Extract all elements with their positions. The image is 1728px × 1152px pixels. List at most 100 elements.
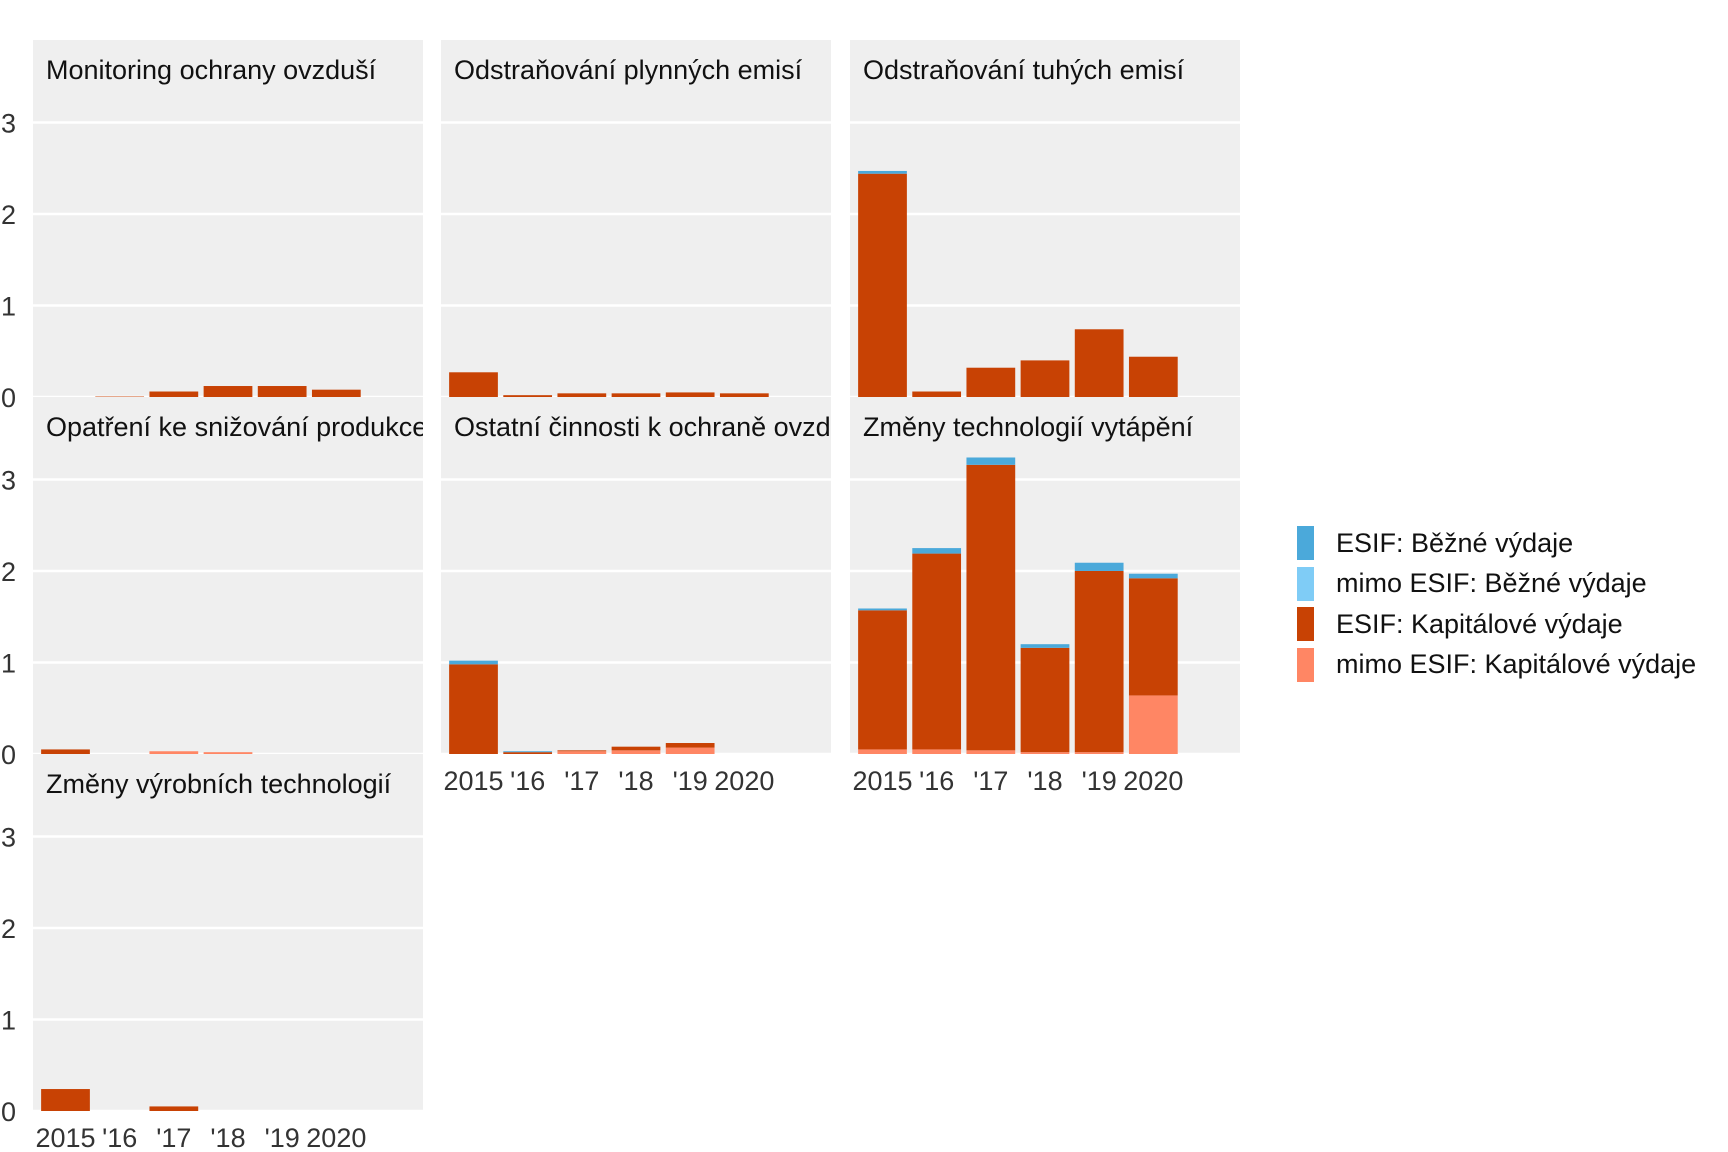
bar-segment bbox=[1074, 570, 1124, 753]
panel-odstranovani-plynnych-emisi: Odstraňování plynných emisí bbox=[441, 40, 831, 399]
bar-segment bbox=[912, 749, 962, 754]
y-tick-label: 2 bbox=[1, 914, 16, 944]
bar-segment bbox=[203, 752, 253, 754]
bar-segment bbox=[503, 751, 553, 753]
bar-segment bbox=[1128, 578, 1178, 696]
panel-background bbox=[33, 95, 423, 397]
x-tick-label: '18 bbox=[618, 766, 653, 796]
x-tick-label: '16 bbox=[919, 766, 954, 796]
bar-segment bbox=[858, 173, 907, 397]
bar-segment bbox=[203, 386, 253, 397]
bar-segment bbox=[1074, 752, 1124, 754]
bar-segment bbox=[503, 395, 553, 397]
x-tick-label: '18 bbox=[210, 1123, 245, 1152]
y-tick-label: 2 bbox=[1, 557, 16, 587]
panel-strip bbox=[441, 40, 831, 95]
panel-strip bbox=[33, 397, 423, 452]
x-tick-label: '17 bbox=[973, 766, 1008, 796]
bar-segment bbox=[611, 750, 661, 754]
bar-segment bbox=[149, 1106, 199, 1111]
bar-segment bbox=[449, 664, 498, 754]
bar-segment bbox=[449, 660, 498, 665]
panel-title: Monitoring ochrany ovzduší bbox=[46, 55, 377, 85]
x-tick-label: '17 bbox=[156, 1123, 191, 1152]
bar-segment bbox=[611, 746, 661, 751]
x-tick-label: 2015 bbox=[443, 766, 503, 796]
bar-segment bbox=[966, 464, 1016, 751]
bar-segment bbox=[257, 386, 307, 397]
bar-segment bbox=[557, 751, 607, 754]
legend-item: ESIF: Kapitálové výdaje bbox=[1297, 604, 1696, 645]
bar-segment bbox=[1020, 644, 1070, 648]
bar-segment bbox=[1020, 647, 1070, 753]
panel-strip bbox=[441, 397, 831, 452]
x-tick-label: '19 bbox=[673, 766, 708, 796]
legend-swatch bbox=[1297, 566, 1314, 601]
bar-segment bbox=[719, 393, 769, 397]
x-tick-label: '18 bbox=[1027, 766, 1062, 796]
y-tick-label: 1 bbox=[1, 291, 16, 321]
bar-segment bbox=[149, 391, 199, 397]
chart-legend: ESIF: Běžné výdaje mimo ESIF: Běžné výdaj… bbox=[1297, 523, 1696, 685]
y-tick-label: 1 bbox=[1, 1005, 16, 1035]
y-tick-label: 1 bbox=[1, 648, 16, 678]
bar-segment bbox=[665, 747, 715, 754]
y-tick-label: 3 bbox=[1, 822, 16, 852]
bar-segment bbox=[311, 389, 361, 397]
bar-segment bbox=[665, 743, 715, 748]
panel-background bbox=[33, 809, 423, 1111]
legend-swatch bbox=[1297, 526, 1314, 561]
bar-segment bbox=[41, 749, 90, 754]
bar-segment bbox=[1074, 329, 1124, 397]
bar-segment bbox=[449, 372, 498, 397]
bar-segment bbox=[966, 750, 1016, 754]
legend-label: mimo ESIF: Běžné výdaje bbox=[1336, 568, 1647, 599]
bar-segment bbox=[41, 1089, 90, 1111]
x-tick-label: 2020 bbox=[714, 766, 774, 796]
bar-segment bbox=[557, 750, 607, 752]
y-tick-label: 2 bbox=[1, 200, 16, 230]
x-tick-label: '16 bbox=[102, 1123, 137, 1152]
panel-title: Opatření ke snižování produkce znečišťuj… bbox=[46, 412, 664, 442]
panel-title: Odstraňování tuhých emisí bbox=[863, 55, 1185, 85]
bar-segment bbox=[503, 752, 553, 754]
panel-strip bbox=[850, 397, 1240, 452]
bar-segment bbox=[95, 396, 145, 398]
y-tick-label: 0 bbox=[1, 740, 16, 770]
x-tick-label: 2020 bbox=[306, 1123, 366, 1152]
bar-segment bbox=[1020, 360, 1070, 397]
panel-odstranovani-tuhych-emisi: Odstraňování tuhých emisí bbox=[850, 40, 1240, 399]
bar-segment bbox=[858, 170, 907, 174]
legend-label: mimo ESIF: Kapitálové výdaje bbox=[1336, 649, 1697, 680]
legend-swatch bbox=[1297, 647, 1314, 682]
panel-monitoring-ochrany-ovzdusi: Monitoring ochrany ovzduší 0 1 2 3 bbox=[1, 40, 423, 413]
x-tick-label: '17 bbox=[564, 766, 599, 796]
bar-segment bbox=[966, 457, 1016, 465]
bar-segment bbox=[858, 608, 907, 611]
bar-segment bbox=[1128, 356, 1178, 397]
panel-background bbox=[850, 95, 1240, 397]
bar-segment bbox=[611, 393, 661, 397]
x-tick-label: 2015 bbox=[35, 1123, 95, 1152]
panel-background bbox=[441, 95, 831, 397]
bar-segment bbox=[1128, 573, 1178, 579]
x-tick-label: 2020 bbox=[1123, 766, 1183, 796]
x-tick-label: '19 bbox=[265, 1123, 300, 1152]
panel-strip bbox=[33, 40, 423, 95]
y-tick-label: 0 bbox=[1, 1097, 16, 1127]
legend-swatch bbox=[1297, 607, 1314, 642]
panel-title: Změny technologií vytápění bbox=[863, 412, 1194, 442]
x-tick-label: 2015 bbox=[852, 766, 912, 796]
legend-label: ESIF: Kapitálové výdaje bbox=[1336, 608, 1623, 639]
bar-segment bbox=[912, 548, 962, 554]
bar-segment bbox=[557, 393, 607, 397]
panel-opatreni-ke-snizovani-produkce-znecistuj: Opatření ke snižování produkce znečišťuj… bbox=[1, 397, 664, 770]
legend-item: mimo ESIF: Kapitálové výdaje bbox=[1297, 645, 1696, 686]
legend-label: ESIF: Běžné výdaje bbox=[1336, 527, 1574, 558]
y-tick-label: 0 bbox=[1, 383, 16, 413]
bar-segment bbox=[912, 391, 962, 397]
legend-item: ESIF: Běžné výdaje bbox=[1297, 523, 1696, 564]
panel-zmeny-vyrobnich-technologii: Změny výrobních technologií 0 1 2 3 2015'16 '1… bbox=[1, 754, 423, 1152]
panel-background bbox=[441, 452, 831, 754]
